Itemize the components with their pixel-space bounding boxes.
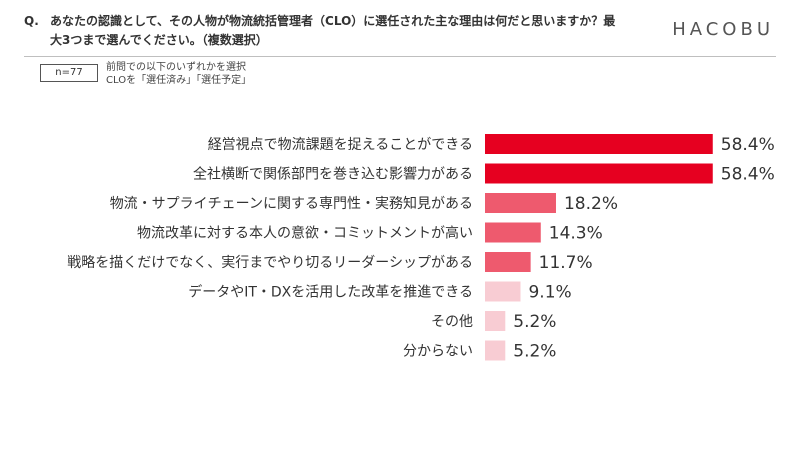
category-label: 戦略を描くだけでなく、実行までやり切るリーダーシップがある [67,255,473,271]
bar [485,134,713,154]
value-label: 11.7% [539,253,593,273]
bar [485,252,531,272]
question-label: Q. [24,14,39,28]
value-label: 5.2% [513,342,556,362]
header-divider [24,56,776,57]
bar [485,340,506,361]
category-label: 全社横断で関係部門を巻き込む影響力がある [193,166,473,183]
bar [485,193,556,213]
bar [485,311,506,331]
bar [485,163,713,184]
sample-note-line-2: CLOを「選任済み」「選任予定」 [106,75,252,86]
value-label: 5.2% [513,312,556,332]
question-block: Q. あなたの認識として、その人物が物流統括管理者（CLO）に選任された主な理由… [24,12,624,50]
value-label: 58.4% [721,165,775,185]
value-label: 58.4% [721,135,775,155]
category-label: 物流・サプライチェーンに関する専門性・実務知見がある [110,195,473,212]
hacobu-logo: HACOBU [672,19,774,40]
value-label: 9.1% [528,283,571,303]
value-label: 18.2% [564,194,618,214]
category-label: 経営視点で物流課題を捉えることができる [208,137,473,153]
bar [485,222,541,243]
value-label: 14.3% [549,224,603,244]
category-label: その他 [431,314,473,330]
bar [485,281,521,302]
sample-note-line-1: 前問での以下のいずれかを選択 [106,62,246,73]
category-label: データやIT・DXを活用した改革を推進できる [188,284,473,301]
sample-size-badge: n=77 [40,64,98,82]
question-text: あなたの認識として、その人物が物流統括管理者（CLO）に選任された主な理由は何だ… [50,14,616,47]
sample-note: 前問での以下のいずれかを選択 CLOを「選任済み」「選任予定」 [106,61,251,87]
category-label: 分からない [403,344,473,360]
category-label: 物流改革に対する本人の意欲・コミットメントが高い [137,225,473,242]
